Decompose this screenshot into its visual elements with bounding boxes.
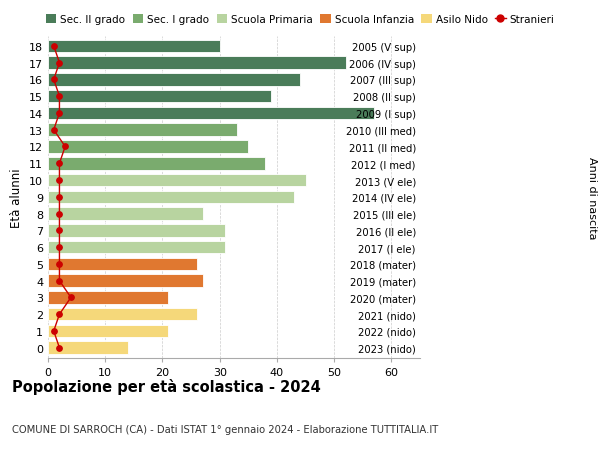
Bar (48, 174, 305, 187)
Point (55, 93, 64, 101)
Point (55, 261, 64, 268)
Point (55, 60, 64, 67)
Bar (48, 308, 197, 321)
Bar (48, 291, 168, 304)
Bar (48, 241, 226, 254)
Point (55, 227, 64, 235)
Bar (48, 341, 128, 354)
Bar (48, 157, 265, 170)
Bar (48, 224, 226, 237)
Bar (48, 258, 197, 271)
Bar (48, 275, 203, 287)
Y-axis label: Età alunni: Età alunni (10, 168, 23, 227)
Point (55, 311, 64, 318)
Bar (48, 325, 168, 337)
Text: COMUNE DI SARROCH (CA) - Dati ISTAT 1° gennaio 2024 - Elaborazione TUTTITALIA.IT: COMUNE DI SARROCH (CA) - Dati ISTAT 1° g… (12, 425, 438, 435)
Point (61, 144, 70, 151)
Point (55, 244, 64, 251)
Text: Anni di nascita: Anni di nascita (587, 156, 597, 239)
Bar (48, 191, 294, 204)
Point (49, 127, 59, 134)
Point (55, 210, 64, 218)
Bar (48, 107, 374, 120)
Point (49, 328, 59, 335)
Point (66, 294, 76, 302)
Bar (48, 141, 248, 153)
Point (49, 77, 59, 84)
Bar (48, 91, 271, 103)
Point (55, 110, 64, 118)
Bar (48, 57, 346, 70)
Point (55, 277, 64, 285)
Point (49, 43, 59, 50)
Bar (48, 40, 220, 53)
Text: Popolazione per età scolastica - 2024: Popolazione per età scolastica - 2024 (12, 379, 321, 395)
Bar (48, 74, 300, 86)
Point (55, 194, 64, 201)
Point (55, 160, 64, 168)
Bar (48, 124, 237, 137)
Legend: Sec. II grado, Sec. I grado, Scuola Primaria, Scuola Infanzia, Asilo Nido, Stran: Sec. II grado, Sec. I grado, Scuola Prim… (46, 15, 554, 25)
Point (55, 344, 64, 352)
Bar (48, 208, 203, 220)
Point (55, 177, 64, 185)
